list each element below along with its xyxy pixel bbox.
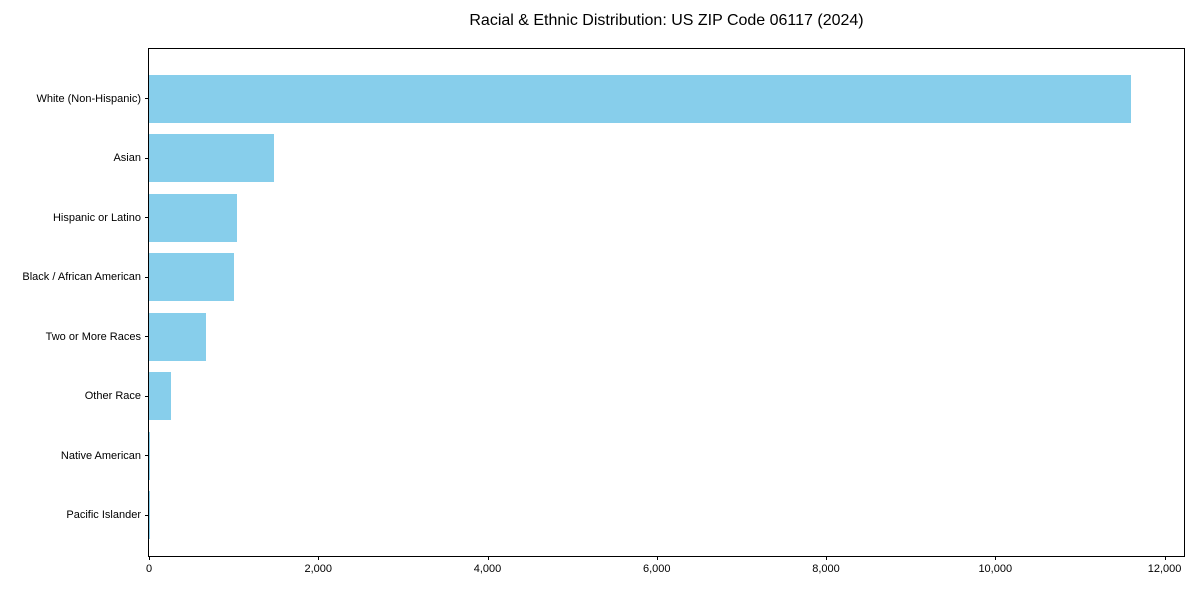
x-axis-tick: [487, 556, 489, 560]
bar: [149, 253, 235, 302]
bar-row: Other Race: [85, 367, 1184, 427]
x-axis-tick: [1164, 556, 1166, 560]
y-axis-tick: [145, 157, 149, 159]
bar-row: Asian: [113, 129, 1184, 189]
y-axis-tick: [145, 217, 149, 219]
bar: [149, 372, 171, 421]
y-axis-tick: [145, 514, 149, 516]
y-axis-tick: [145, 336, 149, 338]
bar-row: Pacific Islander: [66, 486, 1184, 546]
chart-title: Racial & Ethnic Distribution: US ZIP Cod…: [469, 12, 864, 29]
x-tick-label: 6,000: [643, 563, 671, 575]
y-tick-label: Other Race: [84, 390, 141, 403]
x-tick-label: 4,000: [473, 563, 502, 575]
bar: [149, 193, 237, 242]
x-tick-label: 8,000: [812, 563, 840, 575]
y-tick-label: Two or More Races: [45, 330, 141, 343]
y-tick-label: Asian: [113, 152, 141, 165]
bar-row: Two or More Races: [46, 307, 1184, 367]
plot-area: White (Non-Hispanic) Asian Hispanic or Lat…: [22, 48, 1185, 575]
y-tick-label: Native American: [60, 449, 141, 462]
x-tick-label: 2,000: [304, 563, 333, 575]
bar-row: Black / African American: [22, 248, 1184, 308]
y-axis-tick: [145, 276, 149, 278]
x-axis-tick: [318, 556, 320, 560]
x-axis-tick: [995, 556, 997, 560]
bar: [149, 312, 206, 361]
x-axis-tick: [826, 556, 828, 560]
y-tick-label: White (Non-Hispanic): [36, 92, 141, 105]
x-axis-tick: [656, 556, 658, 560]
bar-row: Hispanic or Latino: [53, 188, 1184, 248]
bar-row: Native American: [61, 426, 1184, 486]
y-axis-tick: [145, 455, 149, 457]
bar-row: White (Non-Hispanic): [36, 69, 1184, 129]
x-tick-label: 12,000: [1147, 563, 1182, 575]
y-axis-tick: [145, 98, 149, 100]
x-axis-tick: [149, 556, 151, 560]
x-tick-label: 0: [145, 563, 153, 575]
x-tick-label: 10,000: [978, 563, 1013, 575]
y-axis-tick: [145, 395, 149, 397]
y-tick-label: Black / African American: [22, 271, 141, 284]
bar: [149, 74, 1131, 123]
y-tick-label: Pacific Islander: [66, 509, 141, 522]
bar: [149, 134, 275, 183]
bar: [149, 431, 150, 480]
y-tick-label: Hispanic or Latino: [52, 211, 141, 224]
